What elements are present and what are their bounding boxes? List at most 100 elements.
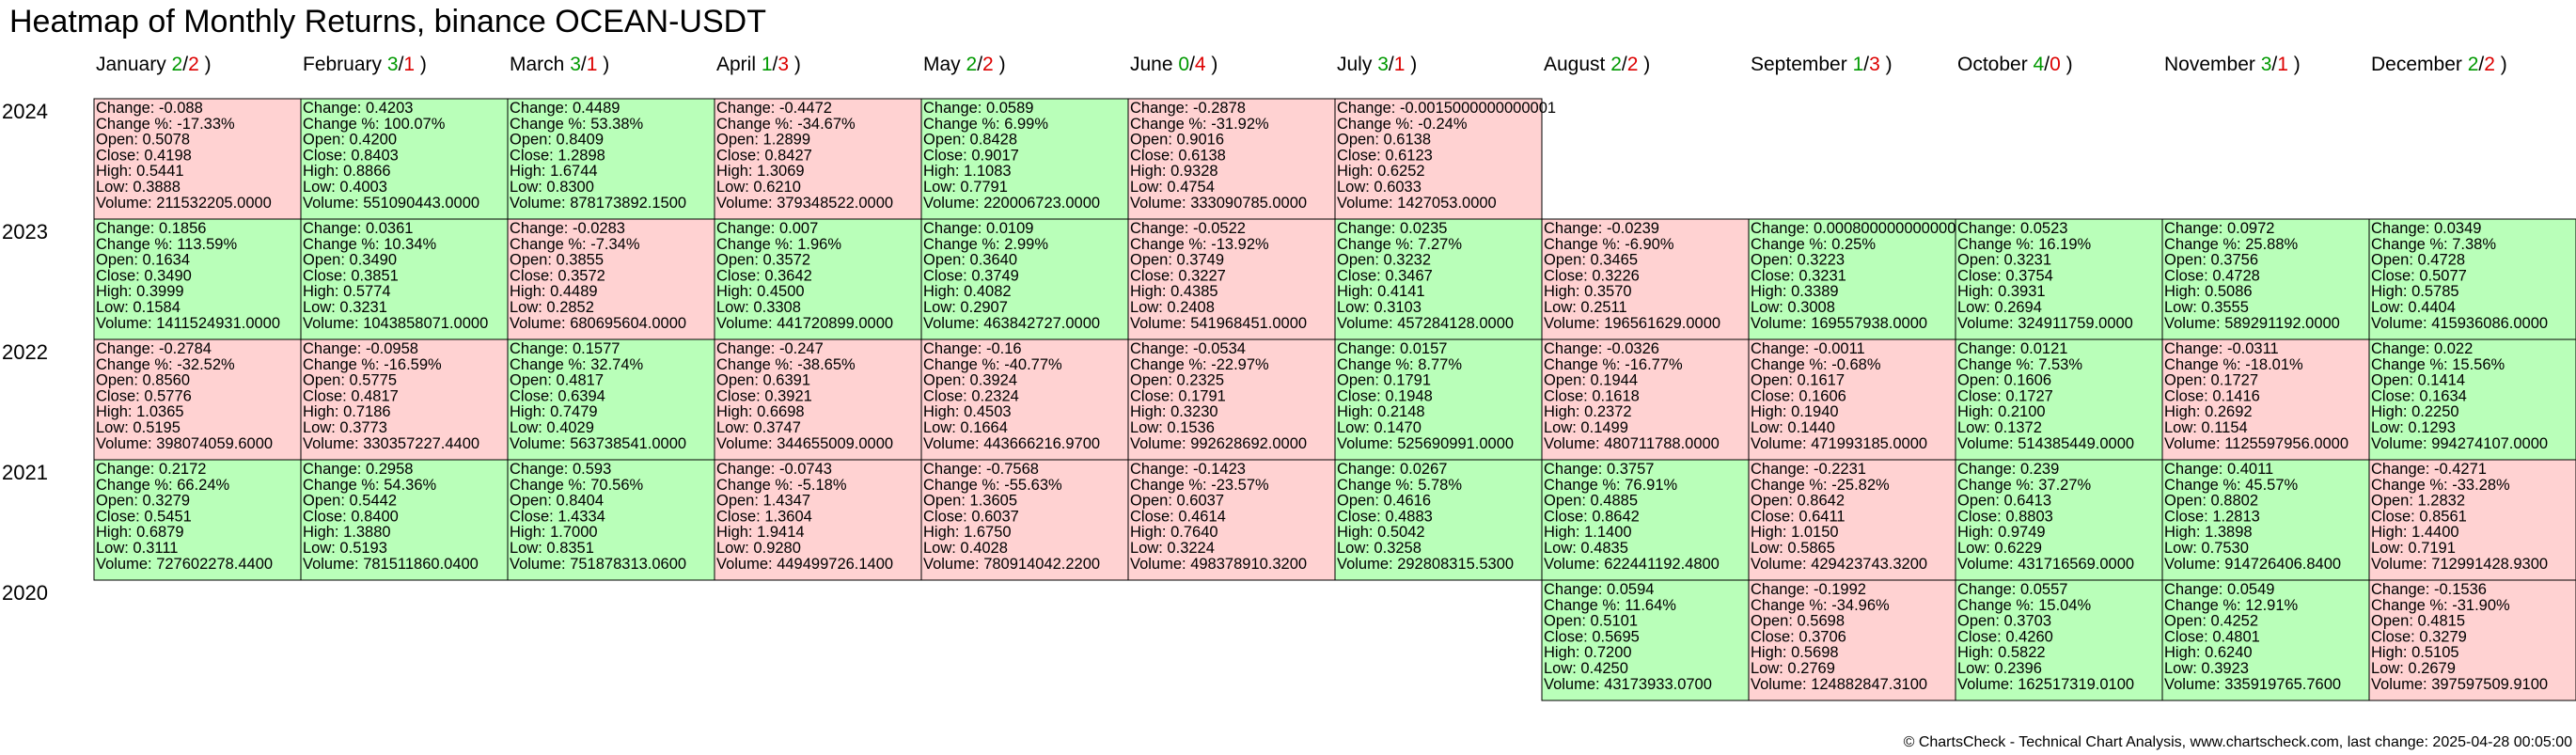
cell-change-pct-label: Change %: -23.57% <box>1130 477 1269 494</box>
cell-close-label: Close: 0.4883 <box>1337 508 1433 525</box>
cell-high-label: High: 0.5774 <box>303 283 391 300</box>
cell-close-label: Close: 0.4198 <box>96 147 192 164</box>
cell-volume-label: Volume: 415936086.0000 <box>2371 315 2548 332</box>
cell-volume-label: Volume: 1043858071.0000 <box>303 315 488 332</box>
cell-volume-label: Volume: 563738541.0000 <box>510 435 686 452</box>
cell-high-label: High: 0.4500 <box>716 283 805 300</box>
cell-close-label: Close: 0.1634 <box>2371 387 2467 404</box>
cell-change-pct-label: Change %: -0.68% <box>1751 356 1881 373</box>
cell-change-pct-label: Change %: -17.33% <box>96 116 235 133</box>
cell-change-label: Change: 0.2958 <box>303 461 413 478</box>
cell-low-label: Low: 0.8351 <box>510 540 594 557</box>
cell-high-label: High: 0.4489 <box>510 283 598 300</box>
cell-high-label: High: 1.0365 <box>96 403 184 420</box>
month-header-february: February 3/1 ) <box>303 54 427 75</box>
cell-volume-label: Volume: 162517319.0100 <box>1957 676 2134 693</box>
cell-background <box>1748 579 1956 701</box>
cell-low-label: Low: 0.1372 <box>1957 419 2042 436</box>
cell-open-label: Open: 1.4347 <box>716 493 810 510</box>
cell-volume-label: Volume: 1125597956.0000 <box>2164 435 2348 452</box>
cell-high-label: High: 1.1083 <box>923 163 1012 180</box>
cell-background <box>507 338 715 461</box>
cell-volume-label: Volume: 344655009.0000 <box>716 435 893 452</box>
cell-background <box>300 459 509 581</box>
cell-change-label: Change: -0.0743 <box>716 461 832 478</box>
cell-open-label: Open: 0.4200 <box>303 132 397 149</box>
month-header-march: March 3/1 ) <box>510 54 609 75</box>
cell-change-pct-label: Change %: -16.77% <box>1544 356 1683 373</box>
cell-change-label: Change: 0.0361 <box>303 220 413 237</box>
year-label-2021: 2021 <box>2 461 48 484</box>
cell-open-label: Open: 0.3756 <box>2164 252 2258 269</box>
cell-volume-label: Volume: 780914042.2200 <box>923 556 1100 573</box>
cell-change-label: Change: -0.0326 <box>1544 340 1659 357</box>
cell-change-pct-label: Change %: 113.59% <box>96 236 237 253</box>
cell-background <box>920 459 1129 581</box>
cell-open-label: Open: 0.4815 <box>2371 613 2465 630</box>
cell-change-label: Change: 0.2172 <box>96 461 206 478</box>
cell-change-label: Change: 0.0972 <box>2164 220 2274 237</box>
cell-change-pct-label: Change %: 2.99% <box>923 236 1048 253</box>
cell-change-label: Change: 0.0523 <box>1957 220 2067 237</box>
cell-low-label: Low: 0.6229 <box>1957 540 2042 557</box>
cell-change-pct-label: Change %: 45.57% <box>2164 477 2299 494</box>
cell-background <box>714 98 922 220</box>
cell-high-label: High: 0.3230 <box>1130 403 1218 420</box>
cell-open-label: Open: 0.5775 <box>303 372 397 389</box>
cell-close-label: Close: 0.3467 <box>1337 267 1433 284</box>
cell-change-pct-label: Change %: 11.64% <box>1544 597 1676 614</box>
cell-volume-label: Volume: 463842727.0000 <box>923 315 1100 332</box>
cell-change-pct-label: Change %: 12.91% <box>2164 597 2299 614</box>
cell-high-label: High: 0.7479 <box>510 403 598 420</box>
cell-open-label: Open: 0.8404 <box>510 493 604 510</box>
cell-volume-label: Volume: 397597509.9100 <box>2371 676 2548 693</box>
cell-low-label: Low: 0.7791 <box>923 179 1008 196</box>
cell-low-label: Low: 0.3773 <box>303 419 387 436</box>
cell-change-label: Change: -0.0311 <box>2164 340 2279 357</box>
cell-open-label: Open: 0.4817 <box>510 372 604 389</box>
cell-close-label: Close: 0.6138 <box>1130 147 1226 164</box>
cell-change-label: Change: -0.0011 <box>1751 340 1865 357</box>
cell-high-label: High: 0.6698 <box>716 403 805 420</box>
cell-open-label: Open: 0.8802 <box>2164 493 2258 510</box>
cell-change-pct-label: Change %: -33.28% <box>2371 477 2510 494</box>
cell-high-label: High: 1.9414 <box>716 524 805 541</box>
cell-open-label: Open: 0.3855 <box>510 252 604 269</box>
cell-low-label: Low: 0.5193 <box>303 540 387 557</box>
cell-change-pct-label: Change %: -31.92% <box>1130 116 1269 133</box>
cell-low-label: Low: 0.3747 <box>716 419 801 436</box>
cell-high-label: High: 0.5042 <box>1337 524 1425 541</box>
cell-high-label: High: 1.3069 <box>716 163 805 180</box>
cell-open-label: Open: 0.1606 <box>1957 372 2051 389</box>
cell-background <box>1955 579 2163 701</box>
cell-change-label: Change: 0.0008000000000000 <box>1751 220 1965 237</box>
cell-change-pct-label: Change %: 54.36% <box>303 477 437 494</box>
cell-background <box>714 338 922 461</box>
cell-close-label: Close: 0.4614 <box>1130 508 1226 525</box>
cell-open-label: Open: 0.3465 <box>1544 252 1638 269</box>
cell-change-pct-label: Change %: -0.24% <box>1337 116 1468 133</box>
cell-close-label: Close: 0.1618 <box>1544 387 1640 404</box>
cell-background <box>714 459 922 581</box>
cell-open-label: Open: 0.8428 <box>923 132 1017 149</box>
cell-low-label: Low: 0.4003 <box>303 179 387 196</box>
cell-change-label: Change: -0.1992 <box>1751 581 1866 598</box>
cell-low-label: Low: 0.2694 <box>1957 299 2042 316</box>
cell-change-label: Change: -0.0239 <box>1544 220 1659 237</box>
cell-low-label: Low: 0.4250 <box>1544 660 1628 677</box>
cell-low-label: Low: 0.3224 <box>1130 540 1215 557</box>
cell-change-pct-label: Change %: -38.65% <box>716 356 856 373</box>
cell-close-label: Close: 0.5077 <box>2371 267 2467 284</box>
year-label-2023: 2023 <box>2 220 48 244</box>
cell-change-label: Change: -0.0534 <box>1130 340 1246 357</box>
